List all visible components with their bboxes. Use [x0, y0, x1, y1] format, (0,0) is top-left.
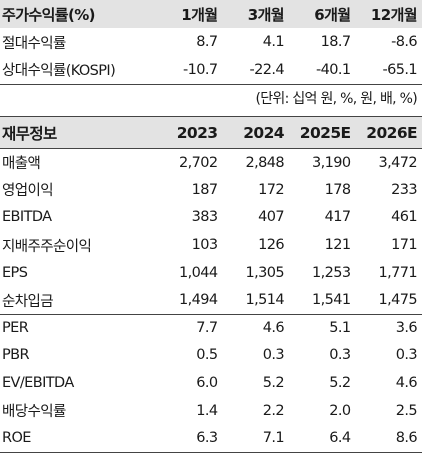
cell-value: 1,514 — [222, 286, 289, 315]
cell-value: 172 — [258, 181, 284, 198]
returns-header-label: 주가수익률(%) — [2, 5, 96, 24]
financials-year-2024: 2024 — [222, 116, 289, 149]
cell-value: 2.0 — [329, 402, 351, 419]
financials-header-row: 재무정보 2023 2024 2025E 2026E — [0, 116, 422, 149]
row-label: 지배주주순이익 — [2, 238, 92, 255]
cell-value: 126 — [258, 237, 284, 254]
cell-value: 178 — [324, 181, 351, 198]
returns-period-6m: 6개월 — [314, 5, 351, 24]
financials-year-2025e: 2025E — [289, 116, 356, 149]
cell-value: -40.1 — [289, 56, 356, 85]
cell-value: 461 — [391, 209, 417, 226]
cell-value: 18.7 — [320, 34, 351, 50]
cell-value: 6.3 — [156, 424, 223, 453]
cell-value: 1,541 — [289, 286, 356, 315]
unit-note: (단위: 십억 원, %, 원, 배, %) — [255, 91, 417, 107]
cell-value: 0.3 — [329, 347, 351, 364]
cell-value: 171 — [391, 237, 417, 254]
returns-row-absolute: 절대수익률 8.7 4.1 18.7 -8.6 — [0, 28, 422, 56]
row-ev-ebitda: EV/EBITDA 6.0 5.2 5.2 4.6 — [0, 369, 422, 397]
cell-value: 0.3 — [262, 347, 285, 364]
cell-value: 0.3 — [395, 347, 418, 364]
cell-value: 1,771 — [378, 264, 417, 281]
cell-value: 1,253 — [311, 264, 351, 281]
cell-value: 8.7 — [196, 34, 218, 50]
cell-value: 417 — [324, 209, 351, 226]
cell-value: 5.2 — [329, 375, 351, 392]
cell-value: 5.1 — [329, 320, 351, 337]
row-label: PBR — [2, 347, 30, 364]
cell-value: -10.7 — [156, 56, 223, 85]
row-pbr: PBR 0.5 0.3 0.3 0.3 — [0, 342, 422, 370]
cell-value: 383 — [191, 209, 218, 226]
cell-value: 2,702 — [178, 154, 218, 171]
returns-period-12m: 12개월 — [370, 5, 418, 24]
row-net-income-controlling: 지배주주순이익 103 126 121 171 — [0, 231, 422, 259]
cell-value: 3,190 — [311, 154, 351, 171]
cell-value: 233 — [391, 181, 417, 198]
financials-year-2023: 2023 — [156, 116, 223, 149]
row-label: 상대수익률(KOSPI) — [0, 56, 156, 85]
cell-value: -65.1 — [355, 56, 422, 85]
row-label: 배당수익률 — [2, 404, 66, 421]
financials-year-2026e: 2026E — [355, 116, 422, 149]
row-label: 절대수익률 — [2, 35, 66, 52]
row-label: ROE — [0, 424, 156, 453]
row-label: PER — [2, 320, 29, 337]
returns-period-1m: 1개월 — [181, 5, 218, 24]
cell-value: 2.5 — [395, 402, 418, 419]
cell-value: -8.6 — [391, 34, 418, 50]
cell-value: 3,472 — [378, 154, 417, 171]
cell-value: 4.6 — [262, 320, 285, 337]
row-label: EV/EBITDA — [2, 375, 74, 392]
cell-value: 7.1 — [222, 424, 289, 453]
returns-header-row: 주가수익률(%) 1개월 3개월 6개월 12개월 — [0, 0, 422, 28]
financials-table: 재무정보 2023 2024 2025E 2026E 매출액 2,702 2,8… — [0, 116, 422, 453]
row-dividend-yield: 배당수익률 1.4 2.2 2.0 2.5 — [0, 397, 422, 425]
cell-value: 8.6 — [355, 424, 422, 453]
row-per: PER 7.7 4.6 5.1 3.6 — [0, 314, 422, 342]
row-label: 매출액 — [2, 156, 41, 173]
cell-value: 6.4 — [289, 424, 356, 453]
returns-period-3m: 3개월 — [247, 5, 285, 24]
row-revenue: 매출액 2,702 2,848 3,190 3,472 — [0, 149, 422, 177]
stock-returns-table: 주가수익률(%) 1개월 3개월 6개월 12개월 절대수익률 8.7 4.1 … — [0, 0, 422, 85]
cell-value: 5.2 — [262, 375, 285, 392]
returns-row-relative: 상대수익률(KOSPI) -10.7 -22.4 -40.1 -65.1 — [0, 56, 422, 85]
row-label: 영업이익 — [2, 183, 54, 200]
cell-value: 1,494 — [156, 286, 223, 315]
cell-value: 2.2 — [262, 402, 285, 419]
cell-value: 187 — [191, 181, 218, 198]
cell-value: 6.0 — [196, 375, 218, 392]
cell-value: 4.6 — [395, 375, 418, 392]
cell-value: 1,044 — [178, 264, 218, 281]
cell-value: 103 — [191, 237, 218, 254]
row-operating-profit: 영업이익 187 172 178 233 — [0, 176, 422, 204]
cell-value: 2,848 — [245, 154, 284, 171]
row-label: 순차입금 — [0, 286, 156, 315]
cell-value: 1,305 — [245, 264, 284, 281]
cell-value: 3.6 — [395, 320, 418, 337]
cell-value: 1.4 — [196, 402, 218, 419]
cell-value: 407 — [258, 209, 284, 226]
cell-value: -22.4 — [222, 56, 289, 85]
cell-value: 1,475 — [355, 286, 422, 315]
row-roe: ROE 6.3 7.1 6.4 8.6 — [0, 424, 422, 453]
financials-header-label: 재무정보 — [0, 116, 156, 149]
row-label: EBITDA — [2, 209, 52, 226]
row-ebitda: EBITDA 383 407 417 461 — [0, 204, 422, 232]
cell-value: 4.1 — [262, 34, 285, 50]
row-label: EPS — [2, 264, 28, 281]
cell-value: 0.5 — [196, 347, 218, 364]
row-net-debt: 순차입금 1,494 1,514 1,541 1,475 — [0, 286, 422, 315]
cell-value: 7.7 — [196, 320, 218, 337]
cell-value: 121 — [324, 237, 351, 254]
row-eps: EPS 1,044 1,305 1,253 1,771 — [0, 259, 422, 287]
